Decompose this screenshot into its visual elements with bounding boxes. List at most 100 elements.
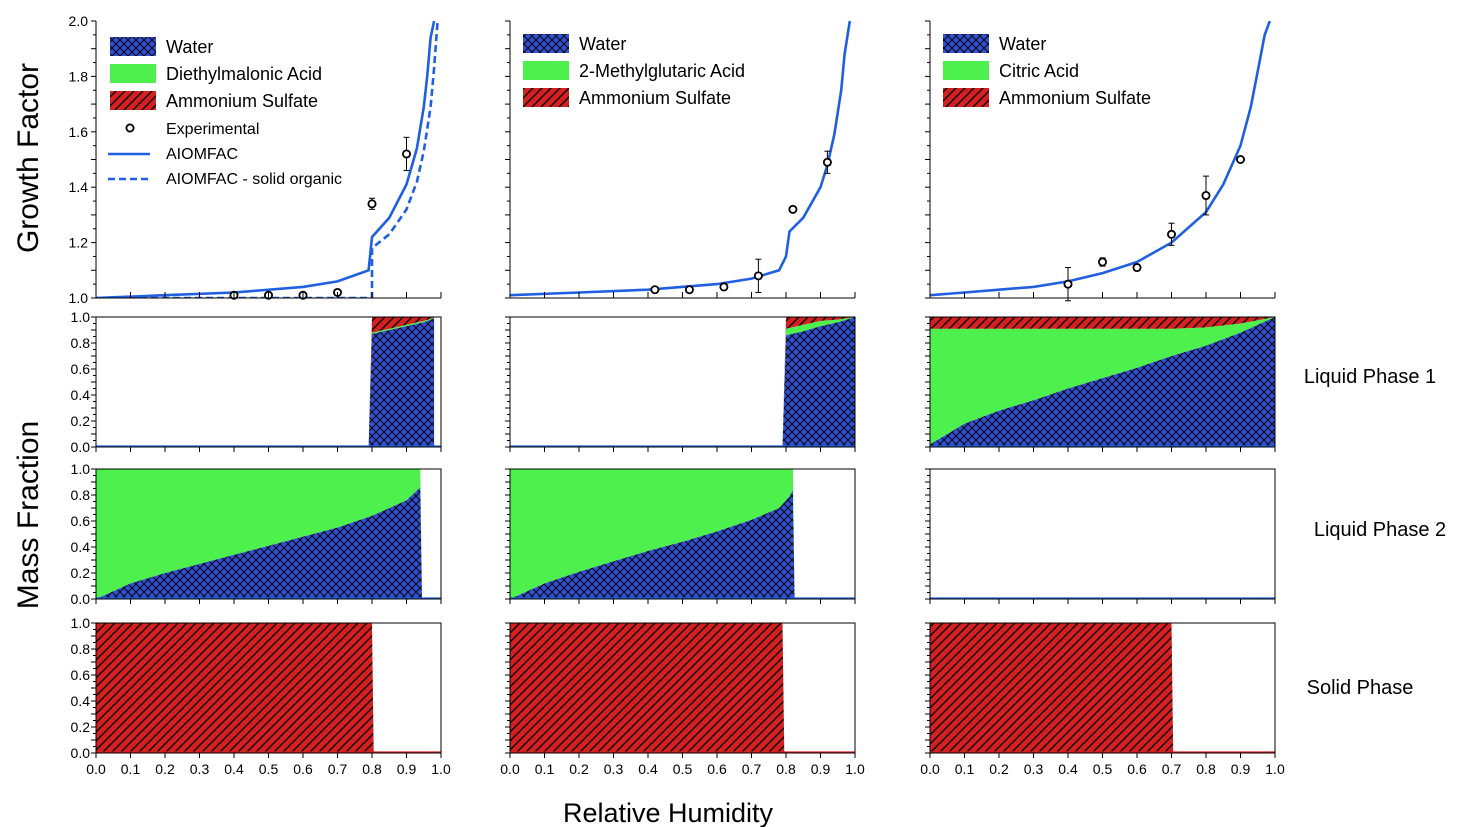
growth-panel-3-legend-label: Citric Acid <box>999 61 1079 81</box>
mass-panel-r1-c1-ytick-label: 0.2 <box>71 413 91 429</box>
growth-panel-1-legend-label: Water <box>166 37 213 57</box>
mass-panel-r3-c1-ytick-label: 0.4 <box>71 693 91 709</box>
growth-panel-3-legend-label: Water <box>999 34 1046 54</box>
row-label-solid-phase: Solid Phase <box>1307 677 1414 699</box>
mass-panel-r3-c3-xtick-label: 0.5 <box>1093 761 1113 777</box>
growth-panel-2-legend-swatch <box>523 34 569 53</box>
mass-panel-r3-c1-sulfate-area <box>96 623 374 753</box>
growth-panel-2-experimental-point <box>650 285 660 295</box>
growth-panel-2-experimental-point <box>753 271 763 281</box>
growth-panel-3-legend-swatch <box>943 61 989 80</box>
growth-panel-3-legend-swatch <box>943 34 989 53</box>
mass-panel-r1-c3-sulfate-area <box>930 317 1275 329</box>
mass-panel-r3-c2-xtick-label: 0.4 <box>638 761 658 777</box>
mass-panel-r3-c1-xtick-label: 0.8 <box>362 761 382 777</box>
growth-panel-1-legend-swatch <box>110 64 156 83</box>
mass-panel-r3-c3-sulfate-area <box>930 623 1174 753</box>
growth-panel-1-legend-label: AIOMFAC <box>166 146 238 163</box>
mass-panel-r3-c2-xtick-label: 1.0 <box>845 761 865 777</box>
mass-panel-r3-c1-xtick-label: 0.4 <box>224 761 244 777</box>
growth-panel-2-legend-swatch <box>523 61 569 80</box>
mass-panel-r3-c3-xtick-label: 0.3 <box>1024 761 1044 777</box>
growth-panel-1-ytick-label: 1.8 <box>69 68 89 84</box>
growth-panel-1-ytick-label: 1.4 <box>69 179 89 195</box>
mass-panel-r3-c2-xtick-label: 0.3 <box>604 761 624 777</box>
mass-panel-r3-c3-xtick-label: 1.0 <box>1265 761 1285 777</box>
mass-panel-r3-c3-xtick-label: 0.4 <box>1058 761 1078 777</box>
growth-panel-1-background <box>96 21 441 298</box>
mass-panel-r3-c2-xtick-label: 0.5 <box>673 761 693 777</box>
mass-panel-r3-c3-xtick-label: 0.0 <box>920 761 940 777</box>
mass-panel-r2-c2-water-area <box>510 489 795 599</box>
mass-panel-r1-c1-ytick-label: 1.0 <box>71 309 91 325</box>
mass-panel-r1-c2-water-area <box>510 317 855 447</box>
mass-panel-r1-c1-water-area <box>96 318 435 447</box>
mass-panel-r3-c1-xtick-label: 0.5 <box>259 761 279 777</box>
mass-panel-r1-c3-organic-area <box>930 317 1275 445</box>
mass-panel-r3-c1-xtick-label: 0.0 <box>86 761 106 777</box>
mass-panel-r3-c1-ytick-label: 0.0 <box>71 745 91 761</box>
mass-panel-r2-c1-ytick-label: 0.4 <box>71 539 91 555</box>
mass-panel-r1-c1-ytick-label: 0.8 <box>71 335 91 351</box>
growth-panel-2-aiomfac-line <box>510 21 852 297</box>
growth-factor-axis-label: Growth Factor <box>12 63 45 253</box>
mass-panel-r2-c3-background <box>930 469 1275 599</box>
growth-panel-1-experimental-point <box>401 149 411 159</box>
mass-panel-r3-c1-xtick-label: 1.0 <box>431 761 451 777</box>
growth-panel-3-experimental-point <box>1132 263 1142 273</box>
row-label-liquid-phase-1: Liquid Phase 1 <box>1304 366 1436 388</box>
mass-panel-r3-c2-xtick-label: 0.2 <box>569 761 589 777</box>
growth-panel-1-experimental-point <box>367 199 377 209</box>
mass-panel-r2-c1-ytick-label: 0.8 <box>71 487 91 503</box>
growth-panel-2-legend-swatch <box>523 88 569 107</box>
mass-panel-r1-c3-water-area <box>930 317 1275 447</box>
mass-panel-r2-c1-ytick-label: 0.2 <box>71 565 91 581</box>
growth-panel-3-experimental-point <box>1167 229 1177 239</box>
growth-panel-3-experimental-point <box>1098 257 1108 267</box>
growth-panel-1-legend-experimental-marker <box>125 123 135 133</box>
mass-panel-r3-c1-ytick-label: 0.8 <box>71 641 91 657</box>
mass-panel-r3-c1-xtick-label: 0.7 <box>328 761 348 777</box>
mass-panel-r3-c3-xtick-label: 0.6 <box>1127 761 1147 777</box>
growth-panel-2-legend-label: Ammonium Sulfate <box>579 88 731 108</box>
growth-panel-1-legend-label: Experimental <box>166 121 259 138</box>
mass-panel-r3-c1-xtick-label: 0.2 <box>155 761 175 777</box>
mass-panel-r3-c3-xtick-label: 0.2 <box>989 761 1009 777</box>
mass-panel-r3-c1-xtick-label: 0.6 <box>293 761 313 777</box>
mass-panel-r3-c3-xtick-label: 0.9 <box>1231 761 1251 777</box>
mass-panel-r3-c2-xtick-label: 0.9 <box>811 761 831 777</box>
growth-panel-1-legend-label: Ammonium Sulfate <box>166 91 318 111</box>
mass-panel-r2-c1-ytick-label: 0.6 <box>71 513 91 529</box>
mass-panel-r3-c3-xtick-label: 0.1 <box>955 761 975 777</box>
growth-panel-2-legend-label: 2-Methylglutaric Acid <box>579 61 745 81</box>
growth-panel-3-experimental-point <box>1201 191 1211 201</box>
mass-fraction-axis-label: Mass Fraction <box>12 421 45 609</box>
growth-panel-1-legend-swatch <box>110 91 156 110</box>
mass-panel-r3-c2-sulfate-area <box>510 623 785 753</box>
growth-panel-1-ytick-label: 1.2 <box>69 235 89 251</box>
growth-panel-1-ytick-label: 2.0 <box>69 13 89 29</box>
mass-panel-r3-c3-xtick-label: 0.7 <box>1162 761 1182 777</box>
growth-panel-1-ytick-label: 1.6 <box>69 124 89 140</box>
mass-panel-r3-c1-ytick-label: 1.0 <box>71 615 91 631</box>
growth-panel-2-experimental-point <box>788 204 798 214</box>
growth-panel-3-experimental-point <box>1236 154 1246 164</box>
mass-panel-r3-c3-xtick-label: 0.8 <box>1196 761 1216 777</box>
growth-panel-1-legend-swatch <box>110 37 156 56</box>
growth-panel-3-experimental-point <box>1063 279 1073 289</box>
mass-panel-r2-c2-organic-area <box>510 469 795 599</box>
mass-panel-r3-c2-xtick-label: 0.7 <box>742 761 762 777</box>
mass-panel-r3-c2-xtick-label: 0.1 <box>535 761 555 777</box>
mass-panel-r2-c1-water-area <box>96 487 422 599</box>
growth-panel-2-legend-label: Water <box>579 34 626 54</box>
mass-panel-r3-c1-ytick-label: 0.6 <box>71 667 91 683</box>
growth-panel-3-legend-label: Ammonium Sulfate <box>999 88 1151 108</box>
growth-panel-2-experimental-point <box>822 157 832 167</box>
mass-panel-r3-c1-xtick-label: 0.1 <box>121 761 141 777</box>
mass-panel-r3-c1-xtick-label: 0.3 <box>190 761 210 777</box>
mass-panel-r2-c1-organic-area <box>96 469 422 599</box>
mass-panel-r1-c1-ytick-label: 0.0 <box>71 439 91 455</box>
mass-panel-r2-c1-ytick-label: 0.0 <box>71 591 91 607</box>
mass-panel-r3-c1-ytick-label: 0.2 <box>71 719 91 735</box>
